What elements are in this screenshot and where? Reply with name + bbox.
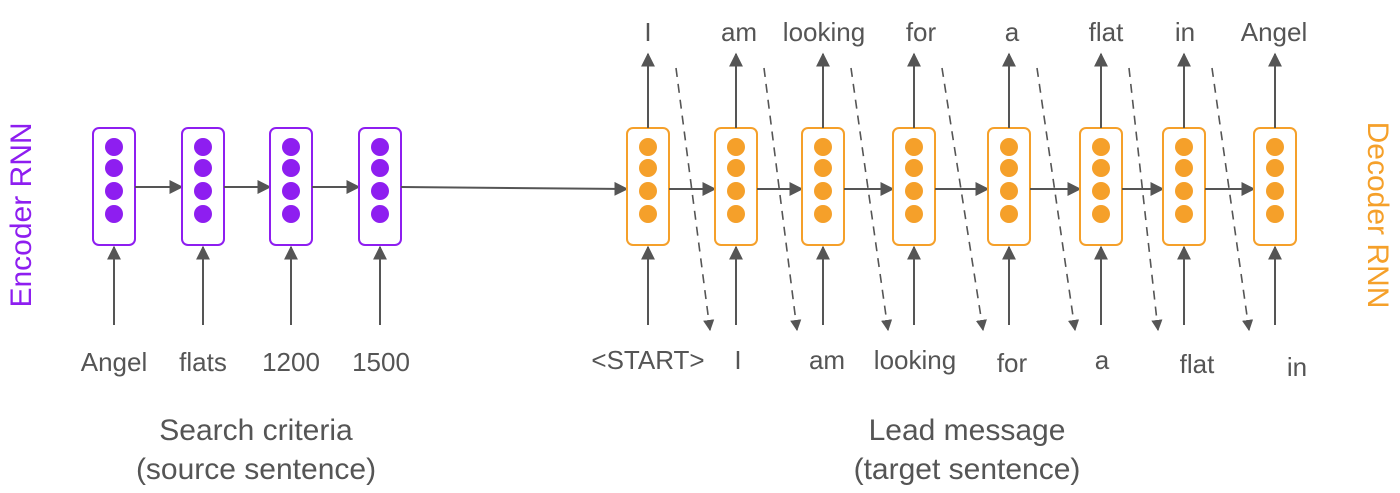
decoder-hidden-unit-dot: [905, 159, 923, 177]
encoder-caption-line1: Search criteria: [159, 414, 353, 447]
decoder-hidden-unit-dot: [1000, 182, 1018, 200]
encoder-hidden-unit-dot: [282, 182, 300, 200]
context-vector-arrow: [400, 181, 629, 196]
decoder-hidden-unit-dot: [1175, 182, 1193, 200]
encoder-hidden-unit-dot: [105, 159, 123, 177]
decoder-hidden-unit-dot: [727, 205, 745, 223]
encoder-hidden-unit-dot: [194, 138, 212, 156]
encoder-hidden-unit-dot: [194, 182, 212, 200]
encoder-hidden-unit-dot: [194, 205, 212, 223]
encoder-hidden-unit-dot: [282, 138, 300, 156]
decoder-output-word: flat: [1089, 17, 1124, 47]
feedback-dashed-arrow: [1036, 67, 1080, 332]
encoder-hidden-unit-dot: [282, 159, 300, 177]
decoder-hidden-unit-dot: [1092, 205, 1110, 223]
decoder-input-word: am: [809, 345, 845, 375]
decoder-hidden-unit-dot: [1266, 182, 1284, 200]
decoder-output-word: for: [906, 17, 937, 47]
encoder-hidden-unit-dot: [105, 182, 123, 200]
decoder-hidden-unit-dot: [727, 182, 745, 200]
decoder-hidden-unit-dot: [1092, 159, 1110, 177]
encoder-hidden-unit-dot: [105, 205, 123, 223]
encoder-hidden-unit-dot: [371, 138, 389, 156]
decoder-input-word: <START>: [591, 345, 704, 375]
encoder-hidden-unit-dot: [371, 205, 389, 223]
feedback-dashed-arrow: [763, 67, 802, 332]
decoder-hidden-unit-dot: [905, 182, 923, 200]
decoder-input-word: looking: [874, 345, 956, 375]
feedback-dashed-arrow: [941, 67, 987, 332]
decoder-hidden-unit-dot: [905, 205, 923, 223]
encoder-caption-line2: (source sentence): [136, 453, 376, 486]
feedback-dashed-arrow: [1211, 67, 1254, 332]
decoder-output-word: I: [644, 17, 651, 47]
decoder-hidden-unit-dot: [1266, 205, 1284, 223]
decoder-output-word: Angel: [1241, 17, 1308, 47]
decoder-hidden-unit-dot: [1092, 138, 1110, 156]
decoder-hidden-unit-dot: [905, 138, 923, 156]
encoder-input-word: Angel: [81, 347, 148, 377]
decoder-input-word: flat: [1180, 349, 1215, 379]
decoder-output-word: looking: [783, 17, 865, 47]
encoder-hidden-unit-dot: [105, 138, 123, 156]
decoder-hidden-unit-dot: [639, 138, 657, 156]
encoder-hidden-unit-dot: [371, 159, 389, 177]
decoder-input-word: in: [1287, 352, 1307, 382]
decoder-hidden-unit-dot: [814, 159, 832, 177]
decoder-hidden-unit-dot: [1175, 159, 1193, 177]
decoder-hidden-unit-dot: [639, 182, 657, 200]
decoder-hidden-unit-dot: [1092, 182, 1110, 200]
decoder-hidden-unit-dot: [727, 138, 745, 156]
decoder-input-word: I: [734, 345, 741, 375]
decoder-hidden-unit-dot: [814, 205, 832, 223]
feedback-dashed-arrow: [850, 67, 893, 332]
decoder-caption-line1: Lead message: [869, 414, 1066, 447]
decoder-hidden-unit-dot: [1000, 205, 1018, 223]
encoder-hidden-unit-dot: [194, 159, 212, 177]
decoder-hidden-unit-dot: [639, 159, 657, 177]
encoder-input-word: 1500: [352, 347, 410, 377]
decoder-output-word: a: [1005, 17, 1020, 47]
decoder-hidden-unit-dot: [814, 182, 832, 200]
encoder-input-word: flats: [179, 347, 227, 377]
decoder-input-word: for: [997, 348, 1028, 378]
decoder-hidden-unit-dot: [727, 159, 745, 177]
decoder-output-word: in: [1175, 17, 1195, 47]
feedback-dashed-arrow: [675, 67, 715, 332]
decoder-hidden-unit-dot: [814, 138, 832, 156]
decoder-input-word: a: [1095, 345, 1110, 375]
decoder-hidden-unit-dot: [1000, 138, 1018, 156]
decoder-hidden-unit-dot: [1175, 205, 1193, 223]
encoder-rnn-label: Encoder RNN: [5, 122, 38, 307]
decoder-hidden-unit-dot: [1175, 138, 1193, 156]
decoder-hidden-unit-dot: [1266, 159, 1284, 177]
decoder-hidden-unit-dot: [1000, 159, 1018, 177]
encoder-hidden-unit-dot: [282, 205, 300, 223]
decoder-hidden-unit-dot: [1266, 138, 1284, 156]
feedback-dashed-arrow: [1128, 67, 1163, 332]
encoder-hidden-unit-dot: [371, 182, 389, 200]
decoder-rnn-label: Decoder RNN: [1361, 122, 1394, 309]
decoder-output-word: am: [721, 17, 757, 47]
decoder-caption-line2: (target sentence): [854, 453, 1081, 486]
encoder-input-word: 1200: [262, 347, 320, 377]
decoder-hidden-unit-dot: [639, 205, 657, 223]
